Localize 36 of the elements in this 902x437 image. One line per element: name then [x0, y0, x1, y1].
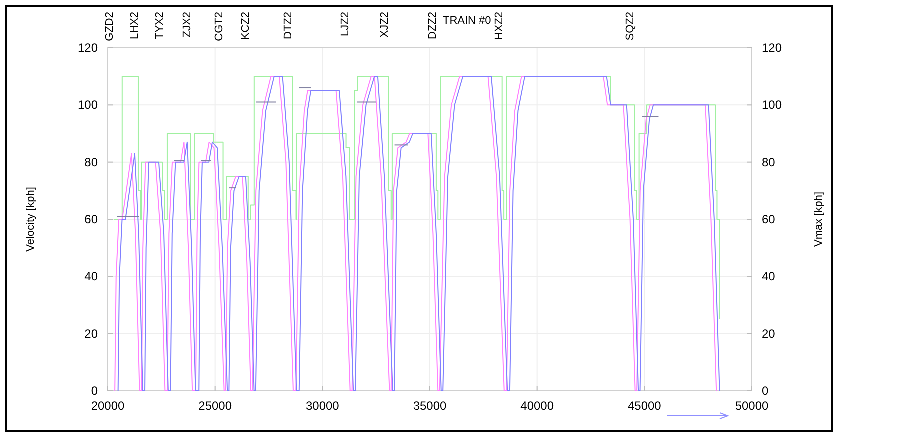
text: KCZ2 — [240, 12, 252, 40]
y2-tick-label: 100 — [762, 98, 782, 112]
y2-tick-label: 20 — [762, 326, 776, 341]
text: LHX2 — [128, 12, 141, 40]
y-axis-title: Velocity [kph] — [25, 187, 37, 252]
chart-title: TRAIN #0 — [443, 15, 492, 27]
text: LJZ2 — [339, 12, 352, 36]
y2-tick-label: 60 — [762, 212, 776, 226]
text: DZZ2 — [427, 12, 440, 40]
x-tick-label: 30000 — [306, 399, 340, 413]
text: DTZ2 — [282, 12, 294, 40]
y2-tick-label: 120 — [762, 41, 782, 55]
y-tick-label: 100 — [78, 98, 98, 112]
x-tick-label: 25000 — [198, 399, 232, 413]
y2-tick-label: 40 — [762, 270, 776, 284]
text: TYX2 — [154, 12, 166, 40]
y2-axis-title: Vmax [kph] — [813, 192, 825, 248]
y-tick-label: 60 — [84, 212, 98, 226]
y-tick-label: 120 — [78, 41, 98, 55]
text: HXZ2 — [493, 12, 506, 40]
x-tick-label: 35000 — [413, 399, 448, 413]
x-tick-label: 40000 — [520, 399, 554, 413]
x-tick-label: 45000 — [628, 399, 662, 413]
x-tick-label: 50000 — [735, 399, 770, 413]
y-tick-label: 20 — [84, 326, 98, 341]
y-tick-label: 40 — [84, 270, 98, 284]
y-tick-label: 0 — [91, 384, 98, 398]
text: GZD2 — [104, 12, 116, 42]
y2-tick-label: 80 — [762, 155, 776, 170]
text: CGT2 — [213, 12, 226, 42]
text: SQZ2 — [624, 12, 636, 41]
x-tick-label: 20000 — [91, 399, 126, 413]
y-tick-label: 80 — [84, 155, 98, 170]
text: XJZ2 — [378, 12, 391, 38]
text: ZJX2 — [182, 12, 194, 38]
y2-tick-label: 0 — [762, 384, 769, 398]
